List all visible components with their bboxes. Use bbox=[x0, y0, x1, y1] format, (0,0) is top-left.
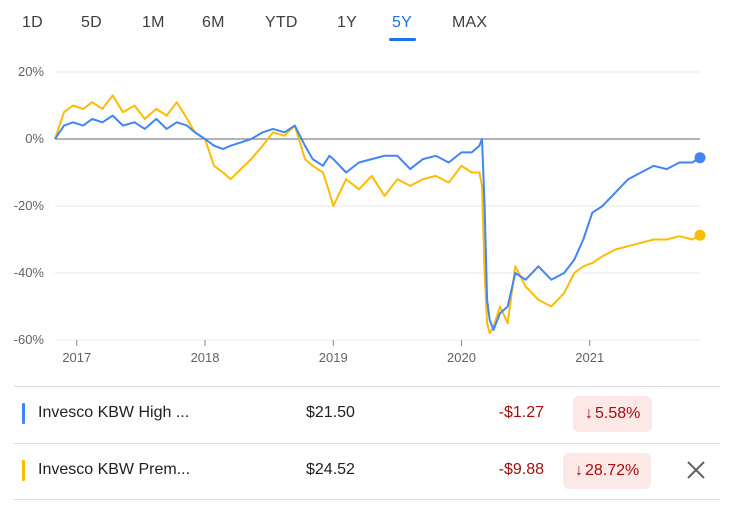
legend-row-1[interactable]: Invesco KBW High ... $21.50 -$1.27 ↓ 5.58… bbox=[0, 386, 720, 442]
y-tick-label: -20% bbox=[14, 198, 45, 213]
series-price: $24.52 bbox=[306, 461, 355, 478]
series-color-swatch bbox=[22, 403, 25, 424]
series-name: Invesco KBW High ... bbox=[38, 404, 190, 421]
row-divider bbox=[14, 443, 720, 444]
series-color-swatch bbox=[22, 460, 25, 481]
series-change: -$1.27 bbox=[498, 404, 544, 421]
x-tick-label: 2019 bbox=[319, 350, 348, 365]
tab-1y[interactable]: 1Y bbox=[337, 14, 357, 31]
series-end-point-2 bbox=[694, 229, 706, 241]
tab-5y[interactable]: 5Y bbox=[392, 14, 412, 31]
x-tick-label: 2021 bbox=[575, 350, 604, 365]
series-price: $21.50 bbox=[306, 404, 355, 421]
tab-5d[interactable]: 5D bbox=[81, 14, 102, 31]
series-line-1 bbox=[54, 114, 701, 331]
close-icon[interactable] bbox=[683, 457, 709, 483]
arrow-down-icon: ↓ bbox=[585, 405, 593, 422]
series-percent-badge: ↓ 28.72% bbox=[563, 453, 652, 489]
legend-row-2[interactable]: Invesco KBW Prem... $24.52 -$9.88 ↓ 28.72… bbox=[0, 443, 720, 500]
x-axis: 2017 2018 2019 2020 2021 bbox=[62, 340, 604, 365]
tab-1m[interactable]: 1M bbox=[142, 14, 165, 31]
tab-6m[interactable]: 6M bbox=[202, 14, 225, 31]
series-percent: 5.58% bbox=[595, 405, 641, 422]
y-tick-label: 20% bbox=[18, 64, 44, 79]
x-tick-label: 2020 bbox=[447, 350, 476, 365]
x-tick-label: 2017 bbox=[62, 350, 91, 365]
series-line-2 bbox=[54, 94, 701, 335]
tab-ytd[interactable]: YTD bbox=[265, 14, 298, 31]
series-lines bbox=[54, 94, 706, 335]
row-divider bbox=[14, 386, 720, 387]
y-axis: 20% 0% -20% -40% -60% bbox=[14, 64, 45, 347]
y-tick-label: -60% bbox=[14, 332, 45, 347]
active-tab-indicator bbox=[389, 38, 416, 41]
y-tick-label: -40% bbox=[14, 265, 45, 280]
series-name: Invesco KBW Prem... bbox=[38, 461, 191, 478]
line-chart: 20% 0% -20% -40% -60% 2017 2018 2019 2020 2021 bbox=[14, 64, 706, 365]
series-change: -$9.88 bbox=[498, 461, 544, 478]
x-tick-label: 2018 bbox=[191, 350, 220, 365]
series-end-point-1 bbox=[694, 152, 706, 164]
arrow-down-icon: ↓ bbox=[575, 462, 583, 479]
range-tabs: 1D 5D 1M 6M YTD 1Y 5Y MAX bbox=[0, 0, 750, 44]
row-divider bbox=[14, 499, 720, 500]
series-percent: 28.72% bbox=[585, 462, 640, 479]
tab-max[interactable]: MAX bbox=[452, 14, 488, 31]
tab-1d[interactable]: 1D bbox=[22, 14, 43, 31]
grid-lines bbox=[55, 71, 700, 341]
y-tick-label: 0% bbox=[25, 131, 44, 146]
series-percent-badge: ↓ 5.58% bbox=[573, 396, 653, 432]
